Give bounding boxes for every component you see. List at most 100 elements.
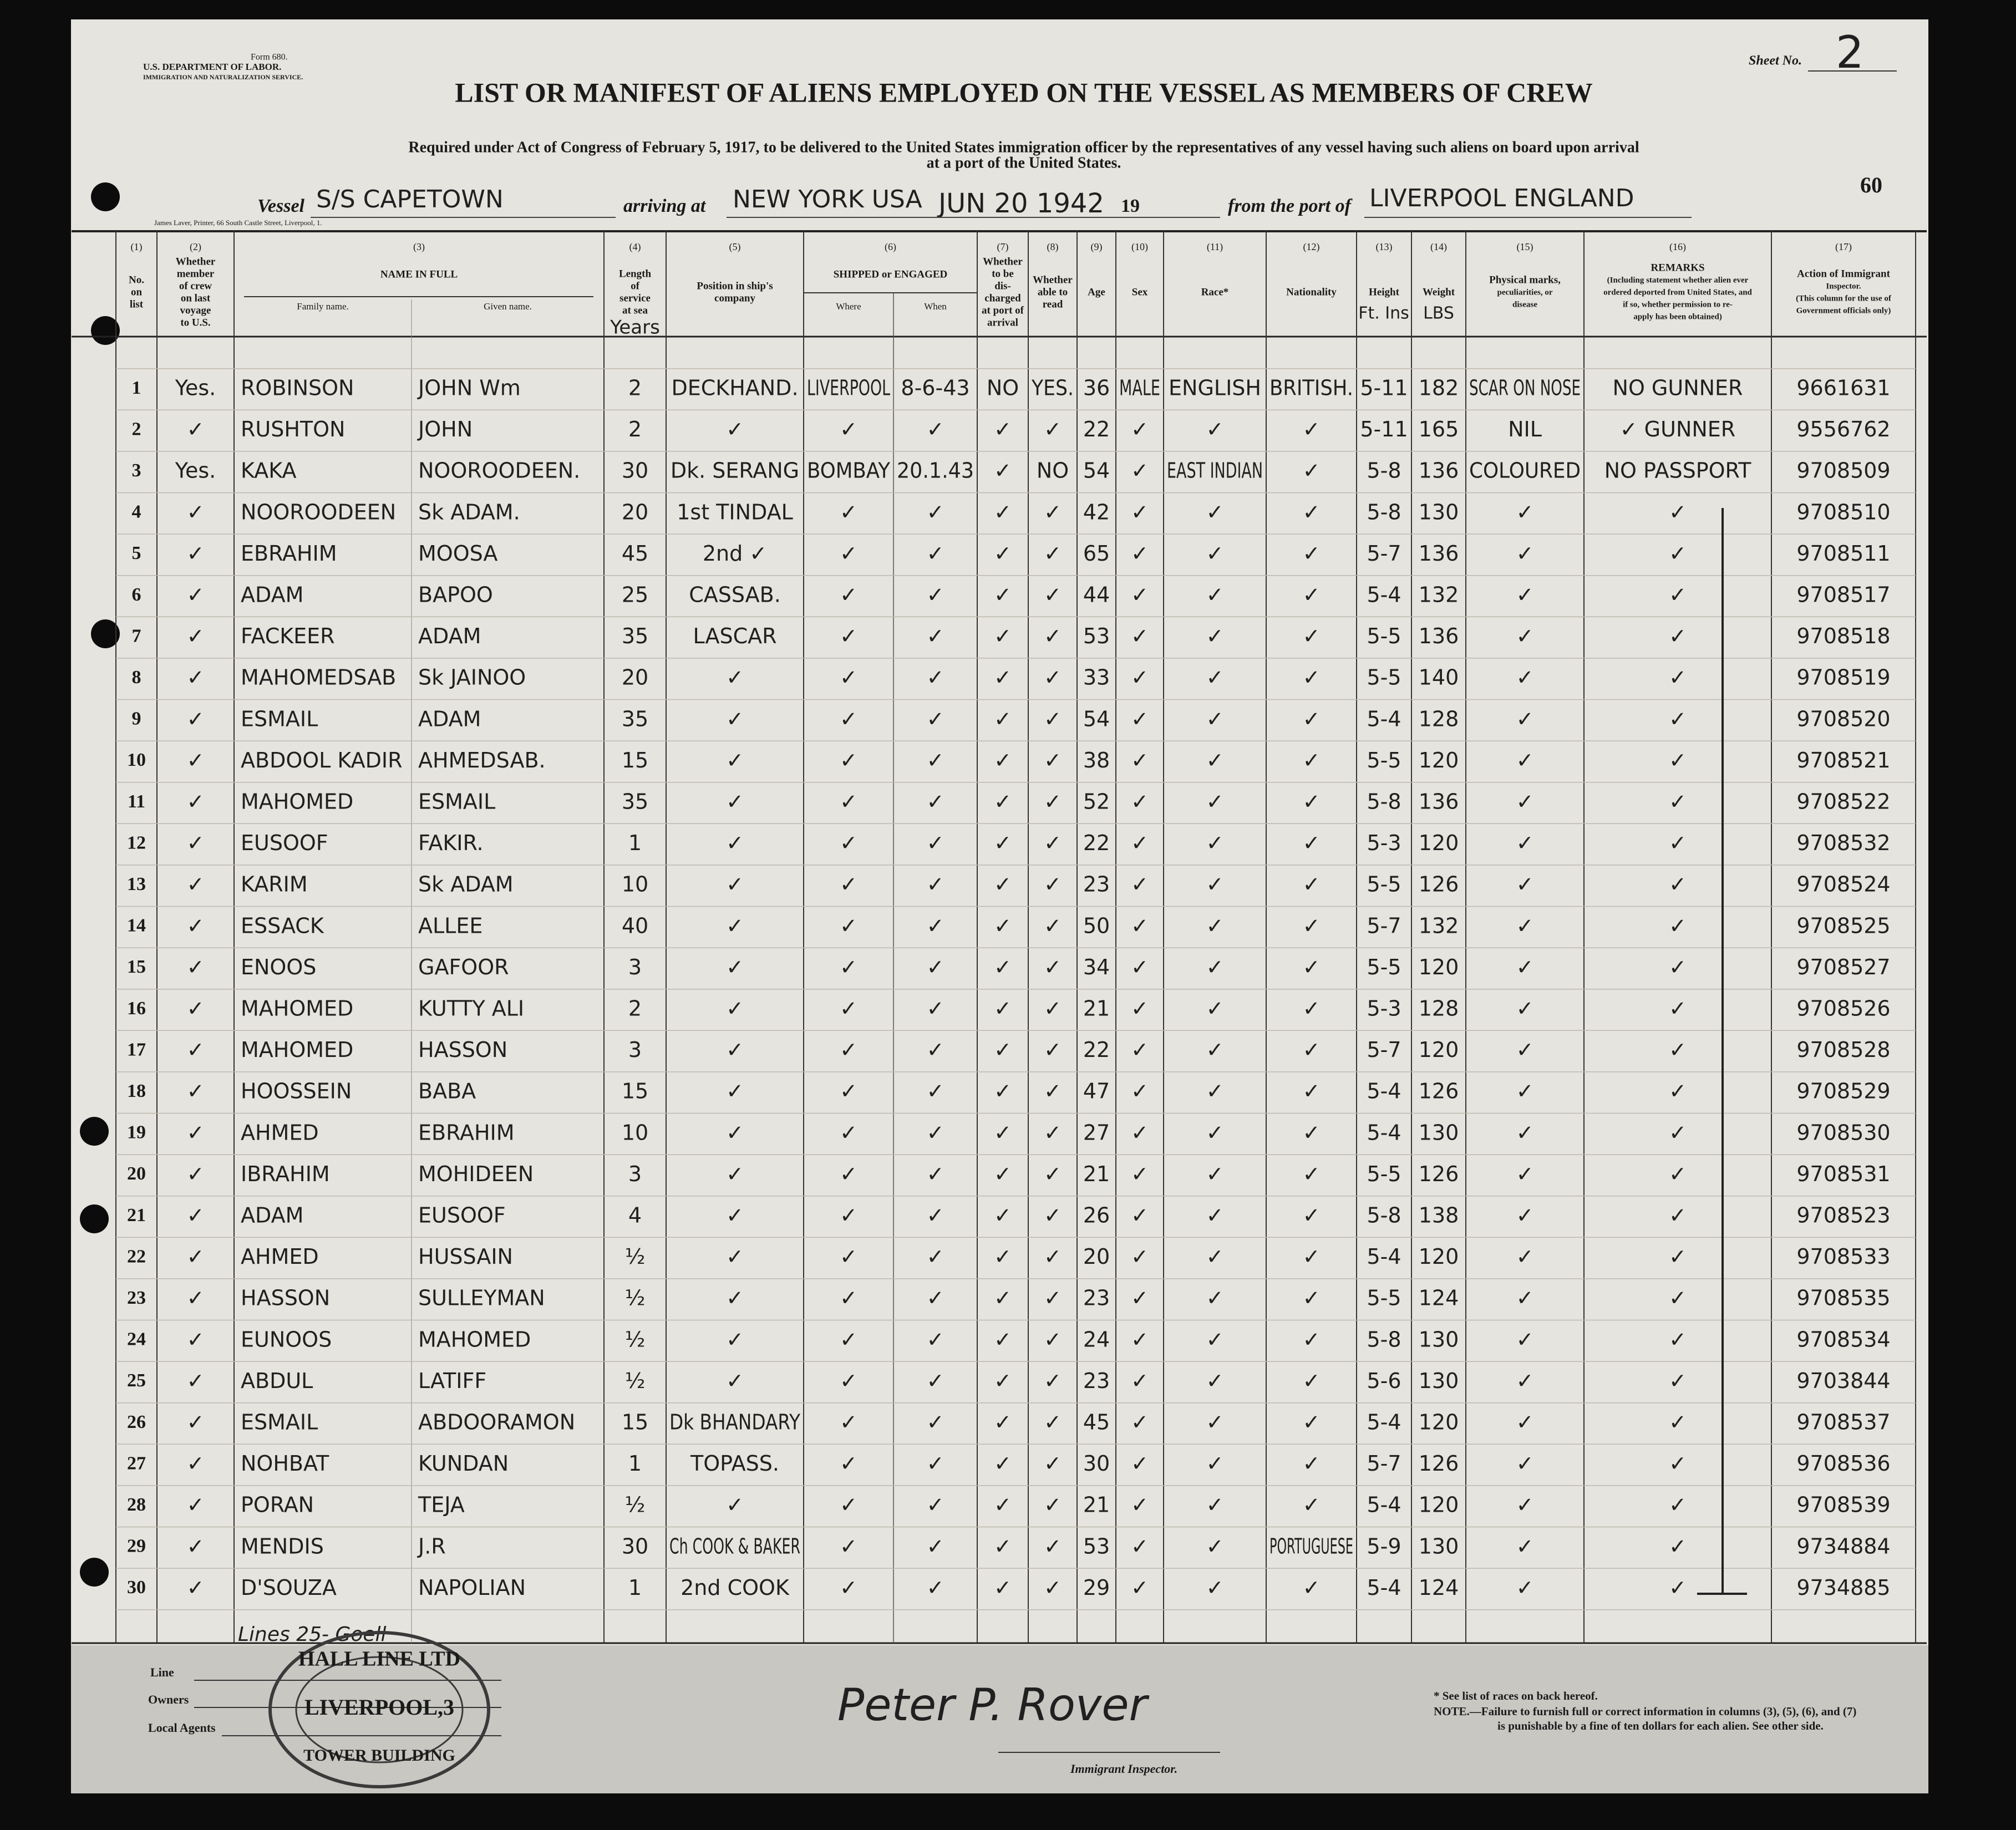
height: 5-4 [1367,583,1401,607]
column-header: read [1043,298,1063,310]
able-to-read: NO [1037,459,1069,483]
service-length: ½ [625,1244,646,1269]
shipped-where: BOMBAY [807,459,891,483]
column-number: (12) [1303,241,1320,253]
remarks: ✓ [1669,1079,1687,1104]
previous-voyage: ✓ [187,541,205,566]
age: 26 [1083,1203,1110,1228]
column-number: (9) [1091,241,1103,253]
discharged: ✓ [994,1451,1012,1476]
arrival-date: JUN 20 1942 [937,188,1104,219]
column-header: member [177,268,215,279]
stamp-text: TOWER BUILDING [303,1746,455,1765]
inspector-action: 9708529 [1796,1079,1890,1104]
height: 5-5 [1367,748,1401,772]
row-number: 8 [132,667,141,688]
inspector-action: 9708534 [1796,1327,1890,1351]
previous-voyage: ✓ [187,1451,205,1476]
position: ✓ [726,1203,744,1228]
column-header: REMARKS [1651,262,1704,273]
age: 23 [1083,872,1110,897]
shipped-where: ✓ [840,1038,857,1062]
nationality: ✓ [1303,831,1321,855]
given-name: NOOROODEEN. [418,459,580,483]
remarks: ✓ GUNNER [1620,417,1735,441]
shipped-where: ✓ [840,665,857,690]
nationality: BRITISH. [1269,376,1353,400]
discharged: ✓ [994,583,1012,607]
race: ✓ [1206,1575,1224,1600]
service-length: 3 [628,1162,642,1186]
discharged: ✓ [994,831,1012,855]
previous-voyage: Yes. [175,459,216,483]
weight: 124 [1419,1575,1459,1600]
signature: Peter P. Rover [837,1679,1150,1731]
family-name: MAHOMED [241,997,353,1021]
discharged: ✓ [994,665,1012,690]
column-subheader: Where [836,301,861,312]
race: ✓ [1206,997,1224,1021]
service-length: ½ [625,1327,646,1351]
height: 5-5 [1367,1162,1401,1186]
service-length: 2 [628,376,642,400]
shipped-where: ✓ [840,831,857,855]
previous-voyage: ✓ [187,665,205,690]
shipped-when: ✓ [927,1203,944,1228]
previous-voyage: ✓ [187,955,205,979]
given-name: HASSON [418,1038,507,1062]
given-name: NAPOLIAN [418,1575,526,1600]
row-number: 5 [132,543,141,563]
nationality: ✓ [1303,417,1321,441]
previous-voyage: ✓ [187,1410,205,1435]
row-number: 21 [127,1205,146,1226]
age: 53 [1083,624,1110,648]
physical-marks: ✓ [1516,1244,1534,1269]
column-number: (4) [629,241,641,253]
service-length: 3 [628,1038,642,1062]
able-to-read: ✓ [1044,1451,1062,1476]
age: 65 [1083,541,1110,566]
age: 24 [1083,1327,1110,1351]
discharged: ✓ [994,624,1012,648]
weight: 126 [1419,872,1459,897]
sex: ✓ [1131,1534,1149,1558]
form-number: Form 680. [251,53,288,62]
row-number: 7 [132,626,141,646]
position: ✓ [726,1369,744,1393]
previous-voyage: ✓ [187,1534,205,1558]
column-header: SHIPPED or ENGAGED [834,268,948,280]
service-length: 35 [622,624,648,648]
race: ✓ [1206,624,1224,648]
position: Dk BHANDARY [669,1410,801,1435]
inspector-action: 9708539 [1796,1493,1890,1517]
service-length: 30 [622,1534,648,1558]
weight: 120 [1419,1493,1459,1517]
physical-marks: ✓ [1516,1534,1534,1558]
sex: ✓ [1131,1327,1149,1351]
inspector-action: 9556762 [1796,417,1890,441]
sex: ✓ [1131,624,1149,648]
printer: James Laver, Printer, 66 South Castle St… [154,218,322,227]
discharged: ✓ [994,1410,1012,1435]
height: 5-5 [1367,1286,1401,1310]
race: ✓ [1206,913,1224,938]
column-number: (1) [131,241,143,253]
given-name: EBRAHIM [418,1120,515,1145]
shipped-when: ✓ [927,1162,944,1186]
shipped-when: ✓ [927,1410,944,1435]
nationality: ✓ [1303,1451,1321,1476]
column-number: (8) [1047,241,1059,253]
shipped-when: ✓ [927,417,944,441]
age: 20 [1083,1244,1110,1269]
shipped-where: ✓ [840,790,857,814]
inspector-action: 9708531 [1796,1162,1890,1186]
discharged: ✓ [994,541,1012,566]
given-name: ALLEE [418,913,483,938]
nationality: PORTUGUESE [1269,1534,1353,1558]
family-name: ENOOS [241,955,316,979]
remarks: ✓ [1669,665,1687,690]
height: 5-7 [1367,541,1401,566]
shipped-when: ✓ [927,624,944,648]
family-name: ADAM [241,1203,303,1228]
shipped-where: ✓ [840,955,857,979]
